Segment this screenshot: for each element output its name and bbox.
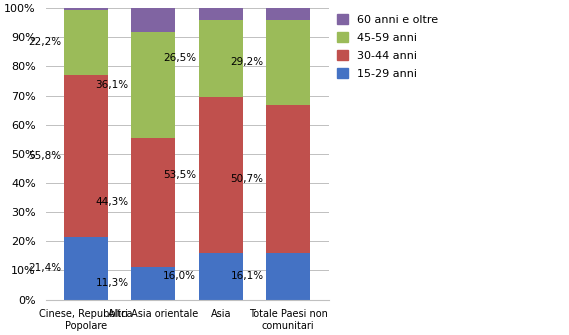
Bar bbox=[64, 8, 108, 10]
Bar bbox=[266, 20, 310, 105]
Bar bbox=[64, 10, 108, 75]
Text: 26,5%: 26,5% bbox=[163, 53, 196, 63]
Text: 11,3%: 11,3% bbox=[96, 278, 129, 288]
Text: 22,2%: 22,2% bbox=[28, 37, 61, 47]
Bar bbox=[131, 138, 175, 267]
Bar bbox=[199, 8, 242, 20]
Bar bbox=[64, 75, 108, 237]
Text: 36,1%: 36,1% bbox=[96, 80, 129, 90]
Legend: 60 anni e oltre, 45-59 anni, 30-44 anni, 15-29 anni: 60 anni e oltre, 45-59 anni, 30-44 anni,… bbox=[337, 14, 438, 78]
Text: 55,8%: 55,8% bbox=[28, 151, 61, 161]
Bar bbox=[266, 105, 310, 253]
Bar bbox=[131, 8, 175, 32]
Bar bbox=[131, 267, 175, 299]
Bar bbox=[266, 8, 310, 20]
Bar bbox=[266, 253, 310, 299]
Text: 53,5%: 53,5% bbox=[163, 170, 196, 180]
Text: 16,0%: 16,0% bbox=[163, 271, 196, 281]
Bar bbox=[199, 97, 242, 253]
Bar bbox=[199, 20, 242, 97]
Text: 21,4%: 21,4% bbox=[28, 263, 61, 273]
Text: 16,1%: 16,1% bbox=[230, 271, 263, 281]
Bar bbox=[131, 32, 175, 138]
Bar bbox=[64, 237, 108, 299]
Text: 44,3%: 44,3% bbox=[96, 197, 129, 207]
Text: 50,7%: 50,7% bbox=[230, 174, 263, 184]
Bar bbox=[199, 253, 242, 299]
Text: 29,2%: 29,2% bbox=[230, 57, 263, 67]
